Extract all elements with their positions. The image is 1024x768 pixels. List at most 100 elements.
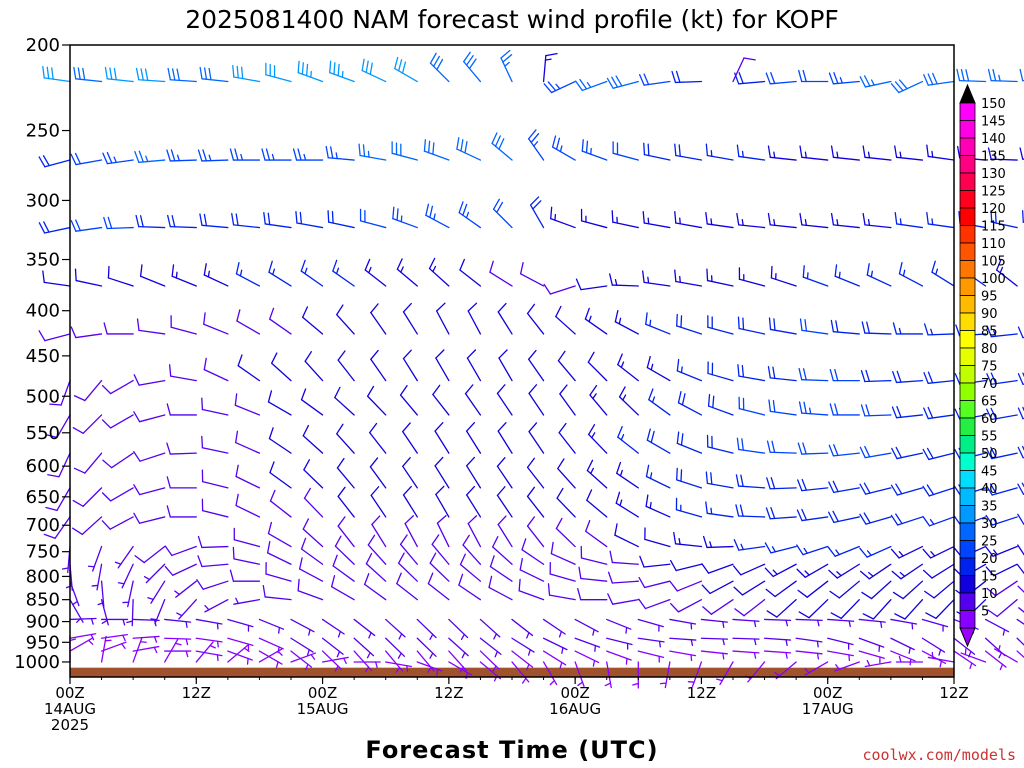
wind-barb [827, 650, 854, 662]
wind-barb [732, 57, 756, 83]
wind-barb [1017, 513, 1024, 525]
wind-barb [738, 396, 766, 416]
wind-barb [735, 474, 766, 489]
wind-barb [498, 349, 513, 382]
wind-barb [385, 650, 404, 673]
wind-barb [577, 588, 608, 601]
wind-barb [894, 211, 924, 229]
wind-barb [1016, 650, 1024, 659]
wind-barb [203, 312, 229, 335]
wind-barb [829, 580, 860, 599]
wind-barb [795, 637, 823, 648]
wind-barb [1017, 372, 1024, 385]
wind-barb [258, 618, 285, 634]
wind-barb [232, 65, 261, 83]
wind-barb [100, 641, 127, 652]
wind-barb [101, 487, 134, 502]
wind-barb [528, 349, 545, 382]
wind-barb [584, 307, 608, 335]
wind-barb [556, 487, 576, 518]
wind-barb [195, 637, 223, 648]
wind-barb [365, 552, 387, 582]
wind-barb [529, 196, 545, 229]
wind-barb [271, 352, 292, 382]
wind-barb [960, 648, 987, 663]
wind-barb [87, 545, 103, 572]
wind-barb [891, 446, 924, 460]
wind-barb [166, 149, 197, 162]
wind-barb [828, 480, 860, 494]
wind-barb [466, 349, 482, 382]
wind-barb [985, 545, 1018, 557]
wind-barb [364, 258, 387, 287]
wind-barb [42, 270, 71, 287]
wind-barb [676, 431, 703, 454]
x-tick-label: 15AUG [297, 700, 349, 718]
wind-barb [234, 393, 261, 416]
wind-barb [370, 303, 387, 335]
wind-barb [1017, 585, 1024, 593]
wind-barb [866, 263, 892, 287]
wind-barb [984, 618, 1010, 636]
wind-barb [984, 650, 1007, 671]
wind-barb [986, 407, 1018, 421]
wind-barb [434, 422, 450, 454]
wind-barb [528, 129, 545, 161]
wind-barb [290, 618, 315, 636]
wind-barb [611, 210, 639, 229]
wind-barb [391, 141, 418, 161]
wind-barb [235, 261, 261, 287]
wind-barb [466, 456, 482, 489]
wind-barb [261, 148, 292, 161]
wind-barb [195, 650, 223, 662]
wind-barb [353, 618, 376, 639]
surface-fill [70, 667, 954, 677]
wind-barb [705, 471, 734, 489]
wind-barb [891, 563, 924, 580]
wind-barb [861, 321, 892, 335]
wind-barb [491, 132, 513, 161]
wind-barb [479, 618, 501, 640]
colorbar-swatch [959, 557, 976, 576]
wind-barb [987, 68, 1018, 83]
wind-barb [69, 637, 94, 652]
wind-barb [117, 563, 134, 589]
wind-barb [329, 60, 355, 83]
wind-barb [921, 618, 949, 632]
wind-barb [859, 545, 892, 558]
colorbar-swatch [959, 470, 976, 489]
wind-barb [609, 550, 639, 565]
wind-barb [104, 66, 134, 83]
wind-barb [701, 563, 734, 574]
wind-barb [103, 322, 134, 335]
wind-barb [132, 618, 160, 627]
wind-barb [139, 264, 166, 287]
colorbar-swatch [959, 102, 976, 121]
wind-barb [555, 305, 576, 335]
wind-barb [827, 510, 860, 523]
wind-barb [639, 555, 671, 568]
wind-barb [166, 403, 197, 416]
wind-barb [100, 618, 129, 626]
wind-barb [42, 65, 71, 83]
wind-barb [526, 486, 545, 518]
wind-barb [585, 519, 608, 548]
wind-barb [829, 368, 860, 382]
wind-barb [429, 552, 450, 582]
wind-barb [164, 563, 197, 576]
wind-barb [674, 143, 703, 161]
x-tick-label: 00Z [308, 684, 337, 702]
wind-barb [100, 599, 109, 626]
wind-barb [399, 385, 418, 416]
wind-barb [606, 618, 632, 634]
wind-barb [132, 635, 160, 643]
wind-barb [364, 573, 387, 601]
colorbar-label: 10 [981, 587, 998, 602]
wind-barb [674, 211, 703, 229]
wind-barb [589, 385, 608, 416]
wind-barb [862, 212, 892, 229]
wind-barb [614, 523, 639, 548]
wind-barb [204, 599, 229, 613]
wind-barb [235, 493, 261, 518]
wind-barb [61, 545, 71, 574]
